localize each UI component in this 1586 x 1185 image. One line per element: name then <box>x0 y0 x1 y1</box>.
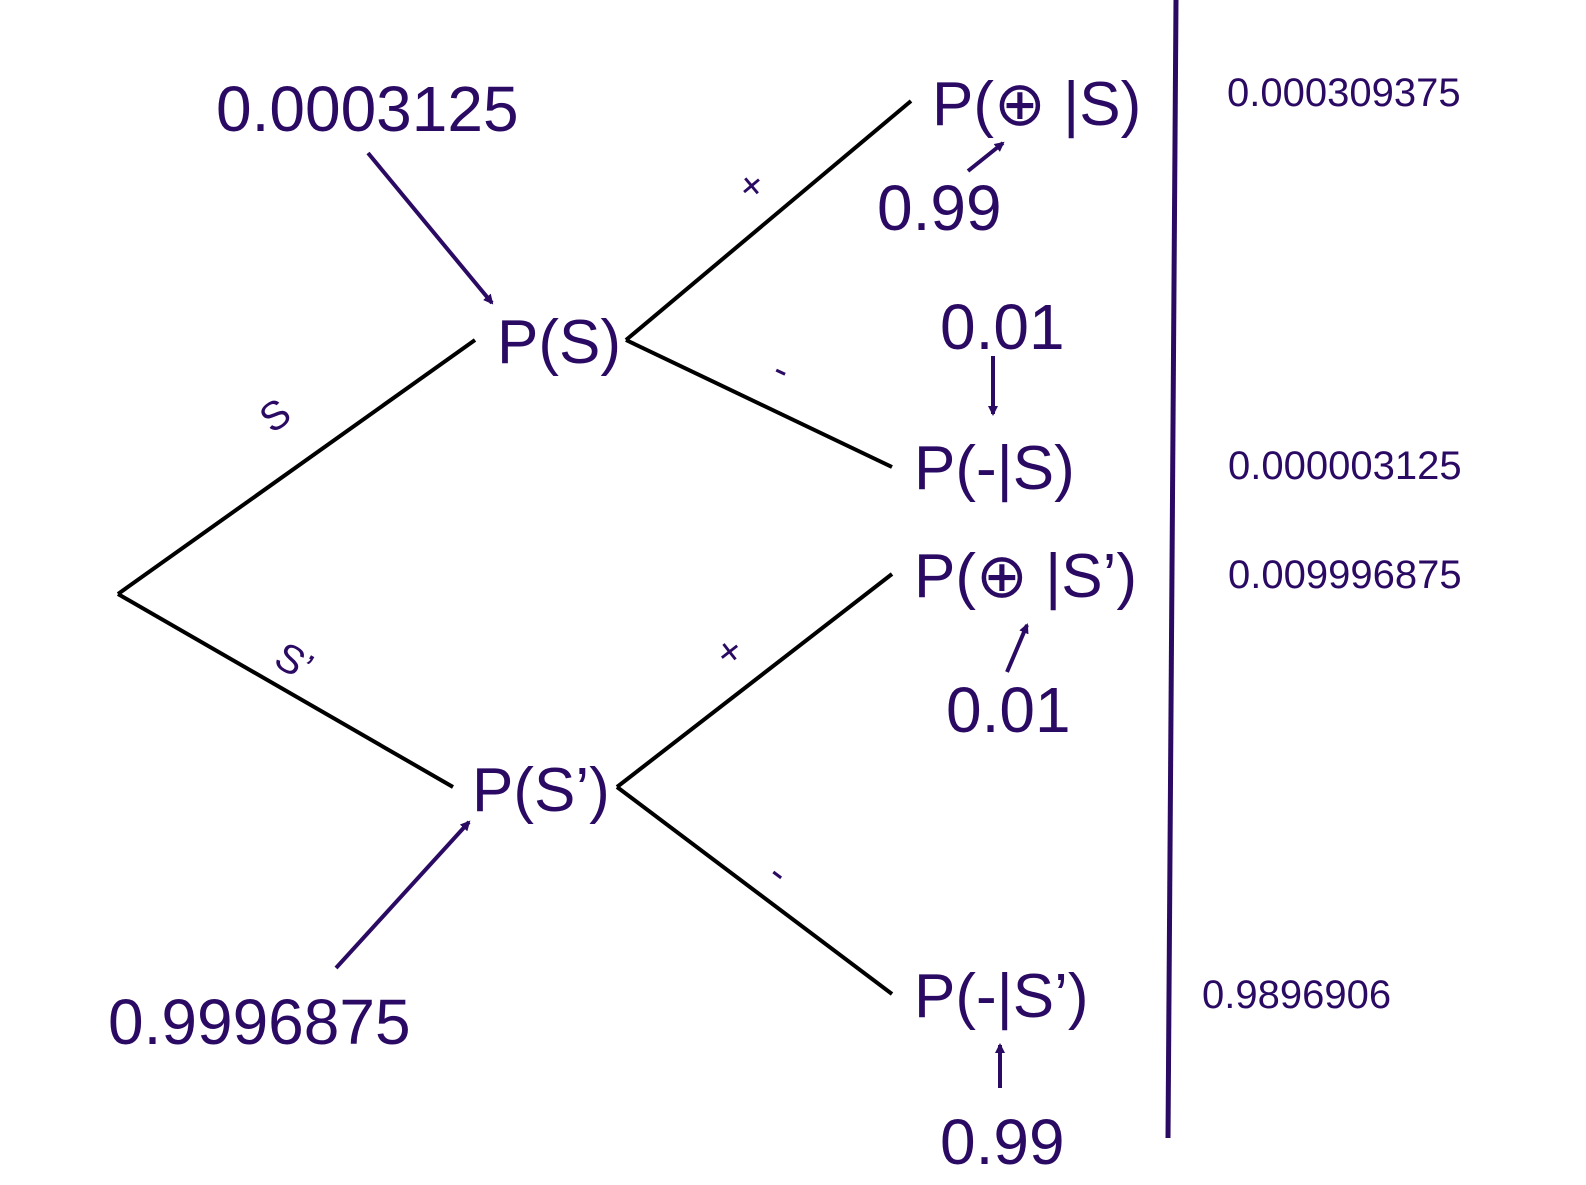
arrow-psp <box>334 820 471 970</box>
branch-root-s <box>116 338 477 596</box>
prob-neg-given-s: 0.01 <box>940 291 1065 363</box>
prob-neg-given-sprime: 0.99 <box>940 1106 1065 1178</box>
results-divider <box>1165 0 1179 1139</box>
result-pos-sprime: 0.009996875 <box>1228 553 1462 597</box>
prob-psp: 0.9996875 <box>108 986 411 1058</box>
node-pos-given-sprime: P(⊕ |S’) <box>914 542 1138 611</box>
node-neg-given-s: P(-|S) <box>914 434 1075 503</box>
prob-ps: 0.0003125 <box>216 73 519 145</box>
node-neg-given-sprime: P(-|S’) <box>914 962 1089 1031</box>
arrow-pos-given-s <box>966 141 1005 173</box>
result-neg-sprime: 0.9896906 <box>1202 973 1392 1017</box>
prob-pos-given-s: 0.99 <box>877 172 1002 244</box>
result-neg-s: 0.000003125 <box>1228 444 1462 488</box>
branch-root-sprime <box>117 592 454 789</box>
branch-sprime-plus <box>615 572 894 789</box>
result-pos-s: 0.000309375 <box>1227 71 1461 115</box>
node-pos-given-s: P(⊕ |S) <box>932 70 1142 139</box>
arrow-ps <box>366 151 494 305</box>
node-ps: P(S) <box>497 308 621 377</box>
arrow-pos-given-sp <box>1005 623 1029 673</box>
branch-s-minus <box>625 338 893 469</box>
prob-pos-given-sprime: 0.01 <box>946 674 1071 746</box>
node-psp: P(S’) <box>472 756 610 825</box>
branch-sprime-minus <box>615 785 894 996</box>
branch-s-plus <box>624 99 913 342</box>
